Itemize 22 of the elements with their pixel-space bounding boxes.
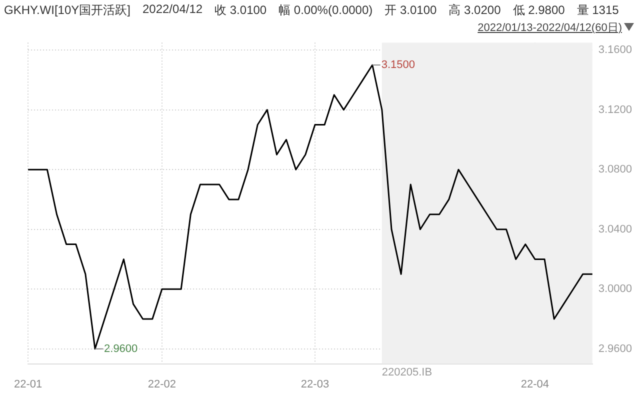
text: 高 3.0200: [448, 2, 501, 19]
text: 低 2.9800: [512, 2, 565, 19]
text: 幅 0.00%(0.0000): [278, 2, 373, 19]
chart-title: GKHY.WI[10Y国开活跃]: [4, 2, 130, 19]
text: 220205.IB: [382, 366, 432, 378]
y-tick-label: 3.0000: [598, 283, 632, 296]
y-tick-label: 2.9600: [598, 342, 632, 355]
x-tick-label: 22-02: [148, 378, 176, 390]
text: 量 1315: [576, 2, 619, 19]
text: 收 3.0100: [214, 2, 267, 19]
x-tick-label: 22-03: [300, 378, 330, 390]
y-tick-label: 3.0400: [598, 223, 632, 236]
text: 2022/01/13-2022/04/12(60日): [478, 21, 622, 35]
x-tick-label: 22-04: [520, 378, 550, 390]
y-tick-label: 3.1600: [598, 44, 632, 56]
text: 开 3.0100: [384, 2, 437, 19]
x-tick-label: 22-01: [14, 378, 42, 390]
y-tick-label: 3.0800: [598, 164, 632, 176]
annotation: 2.9600: [104, 342, 138, 355]
y-tick-label: 3.1200: [598, 104, 632, 116]
text: 2022/04/12: [142, 2, 203, 18]
annotation: 3.1500: [381, 59, 416, 72]
